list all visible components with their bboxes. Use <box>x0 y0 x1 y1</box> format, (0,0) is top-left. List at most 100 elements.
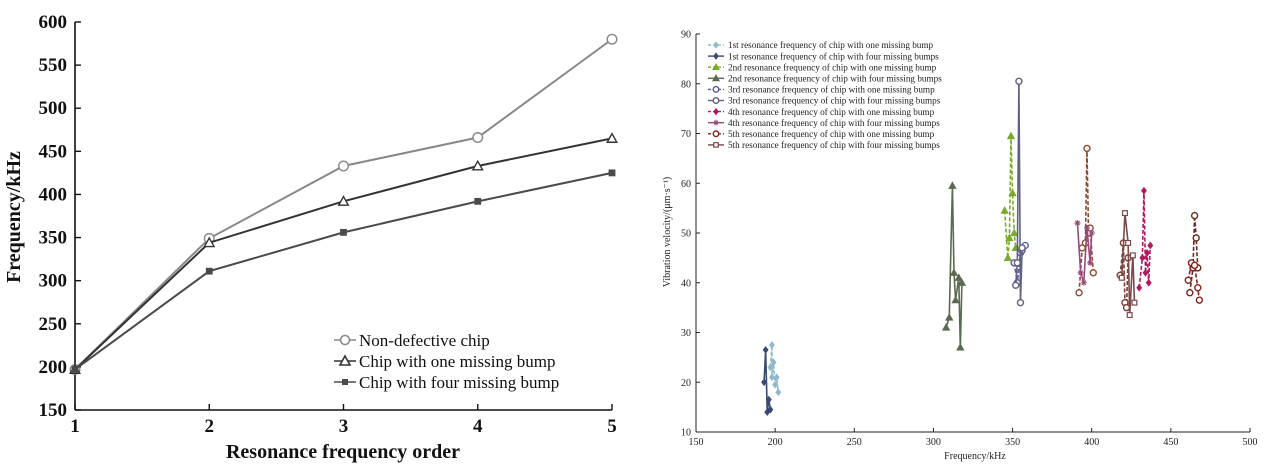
right-series-8-line <box>1076 222 1093 283</box>
right-extra-series-2-point <box>1122 303 1131 312</box>
left-chart: 1 2 3 4 5 150 200 250 300 350 400 450 500 550 600 Reso… <box>3 12 618 463</box>
right-y-tick-label: 10 <box>681 428 691 439</box>
left-data-point <box>338 160 350 172</box>
left-data-point <box>205 267 213 275</box>
right-series-4-point <box>957 278 967 286</box>
right-series-1-point <box>770 358 777 367</box>
right-series-6-point <box>1013 259 1022 267</box>
left-tick-labels: 1 2 3 4 5 150 200 250 300 350 400 450 500 550 600 <box>39 12 617 437</box>
right-legend-marker-icon <box>712 85 720 93</box>
right-legend-item-7: 4th resonance frequency of chip with one… <box>708 107 935 117</box>
right-series-4-point <box>956 342 965 351</box>
right-legend-label-6: 3rd resonance frequency of chip with fou… <box>728 96 941 106</box>
left-y-tick-label: 600 <box>39 12 68 33</box>
right-series-1-point <box>767 363 774 372</box>
right-legend-label-8: 4th resonance frequency of chip with fou… <box>728 118 940 128</box>
right-x-tick-label: 300 <box>926 437 941 448</box>
left-data-point <box>474 197 482 205</box>
left-legend-label-2: Chip with one missing bump <box>359 352 555 371</box>
left-legend-label-3: Chip with four missing bump <box>359 373 559 392</box>
right-x-tick-label: 400 <box>1084 437 1099 448</box>
right-legend-marker-icon <box>712 74 720 82</box>
right-legend-marker-icon <box>712 130 720 138</box>
right-x-axis-label: Frequency/kHz <box>944 451 1006 462</box>
right-legend-label-1: 1st resonance frequency of chip with one… <box>728 40 934 50</box>
right-legend-label-7: 4th resonance frequency of chip with one… <box>728 107 935 117</box>
right-legend-label-10: 5th resonance frequency of chip with fou… <box>728 140 940 150</box>
right-y-tick-label: 50 <box>681 229 691 240</box>
right-series-2-point <box>762 345 769 354</box>
left-y-tick-label: 550 <box>39 55 68 76</box>
right-legend-item-1: 1st resonance frequency of chip with one… <box>708 40 934 50</box>
left-y-tick-label: 450 <box>39 141 68 162</box>
right-series-9-point <box>1184 276 1192 284</box>
left-data-point <box>606 132 618 143</box>
right-series-6-point <box>1018 244 1026 252</box>
left-legend-label-1: Non-defective chip <box>359 331 490 350</box>
right-y-tick-label: 60 <box>681 179 691 190</box>
right-legend-item-2: 1st resonance frequency of chip with fou… <box>708 51 939 61</box>
triangle-marker-icon <box>338 354 352 366</box>
right-y-tick-label: 80 <box>681 79 691 90</box>
right-series-10-point <box>1125 239 1132 246</box>
right-series-group <box>761 77 1204 417</box>
left-data-point <box>471 159 484 171</box>
right-y-tick-label: 20 <box>681 378 691 389</box>
right-series-3-point <box>1006 131 1016 140</box>
right-series-8-point <box>1077 269 1084 276</box>
left-data-point <box>340 228 347 236</box>
right-y-axis-label: Vibration velocity/(μm·s⁻¹) <box>662 177 673 288</box>
right-series-1-point <box>769 341 775 349</box>
right-y-tick-label: 70 <box>681 129 691 140</box>
right-series-7-point <box>1147 241 1154 250</box>
left-series-group <box>69 33 618 375</box>
right-legend-label-9: 5th resonance frequency of chip with one… <box>728 129 935 139</box>
right-series-4-point <box>945 313 954 321</box>
right-series-7-point <box>1144 248 1151 257</box>
left-data-point <box>337 195 350 206</box>
right-extra-series-3-point <box>1186 289 1194 297</box>
right-series-7-point <box>1139 253 1146 262</box>
right-legend-item-10: 5th resonance frequency of chip with fou… <box>708 140 940 150</box>
right-extra-series-1-point <box>1083 144 1091 153</box>
right-legend-item-6: 3rd resonance frequency of chip with fou… <box>708 96 941 106</box>
right-legend-label-5: 3rd resonance frequency of chip with one… <box>728 85 935 95</box>
right-axes <box>695 33 1251 433</box>
right-series-8-point <box>1088 230 1095 236</box>
right-tick-labels: 150 200 250 300 350 400 450 500 10 20 30 40 50 60 70 80… <box>681 30 1258 449</box>
right-x-tick-label: 150 <box>689 437 704 448</box>
right-series-4-point <box>954 273 963 281</box>
right-legend-item-4: 2nd resonance frequency of chip with fou… <box>708 74 942 84</box>
right-legend-marker-icon <box>713 41 719 49</box>
right-extra-series-3-line <box>1189 215 1199 293</box>
left-y-tick-label: 300 <box>39 271 68 292</box>
left-x-tick-label: 2 <box>205 416 215 437</box>
right-legend-marker-icon <box>713 52 719 60</box>
right-series-2-point <box>761 378 768 387</box>
right-legend-marker-icon <box>713 142 719 148</box>
right-series-7-point <box>1136 283 1143 292</box>
right-legend-marker-icon <box>712 96 720 104</box>
left-legend-item-non-defective: Non-defective chip <box>334 331 490 350</box>
circle-marker-icon <box>339 334 351 346</box>
right-x-tick-label: 500 <box>1243 437 1258 448</box>
right-series-6-point <box>1015 77 1023 85</box>
right-series-9-point <box>1195 296 1204 304</box>
right-series-9-point <box>1194 284 1202 292</box>
left-data-point <box>203 236 216 248</box>
right-legend-item-3: 2nd resonance frequency of chip with one… <box>708 62 937 72</box>
right-series-8-point <box>1087 259 1094 266</box>
right-extra-series-3-point <box>1190 211 1199 220</box>
left-y-tick-label: 200 <box>39 357 68 378</box>
right-x-tick-label: 350 <box>1005 437 1020 448</box>
left-legend-item-four-missing: Chip with four missing bump <box>334 373 559 392</box>
right-series-4-point <box>948 181 957 189</box>
left-y-axis-label: Frequency/kHz <box>3 151 25 283</box>
right-series-1-point <box>775 388 782 397</box>
right-series-7-point <box>1145 278 1152 287</box>
left-x-tick-label: 4 <box>473 416 483 437</box>
left-y-tick-label: 400 <box>39 184 68 205</box>
right-series-4-point <box>951 295 960 304</box>
left-y-tick-label: 350 <box>39 228 68 249</box>
